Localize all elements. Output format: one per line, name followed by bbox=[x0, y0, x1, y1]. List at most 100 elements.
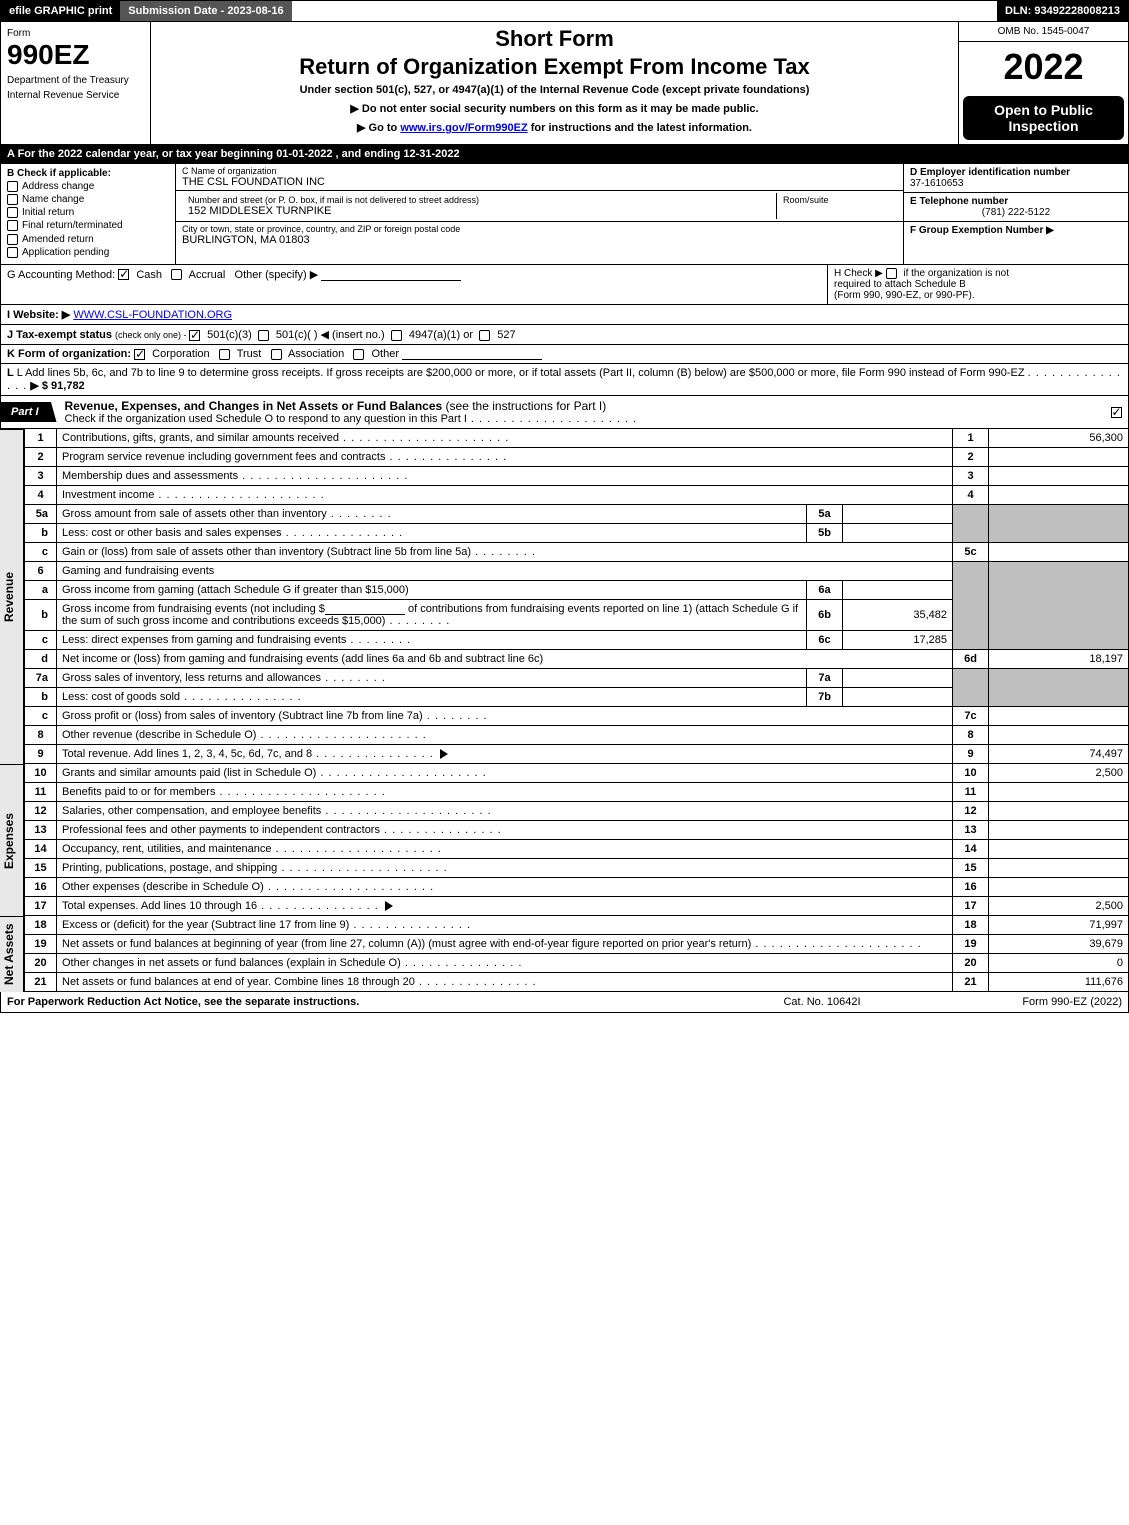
section-c: C Name of organization THE CSL FOUNDATIO… bbox=[176, 164, 903, 264]
line-1: 1Contributions, gifts, grants, and simil… bbox=[25, 429, 1129, 448]
group-exemption-cell: F Group Exemption Number ▶ bbox=[904, 222, 1128, 264]
l16-desc: Other expenses (describe in Schedule O) bbox=[62, 881, 264, 893]
line-8: 8Other revenue (describe in Schedule O)8 bbox=[25, 725, 1129, 744]
street-label: Number and street (or P. O. box, if mail… bbox=[188, 195, 770, 205]
website-link[interactable]: WWW.CSL-FOUNDATION.ORG bbox=[73, 309, 232, 321]
j-4947: 4947(a)(1) or bbox=[409, 329, 473, 341]
chk-amended-return[interactable]: Amended return bbox=[7, 234, 169, 245]
irs-link[interactable]: www.irs.gov/Form990EZ bbox=[400, 122, 527, 134]
l13-desc: Professional fees and other payments to … bbox=[62, 824, 380, 836]
netassets-side-label: Net Assets bbox=[0, 916, 24, 992]
efile-print[interactable]: efile GRAPHIC print bbox=[1, 1, 120, 21]
ssn-note: ▶ Do not enter social security numbers o… bbox=[157, 102, 952, 115]
tax-year: 2022 bbox=[959, 42, 1128, 92]
chk-other-org[interactable] bbox=[353, 349, 364, 360]
dept-treasury: Department of the Treasury bbox=[7, 75, 144, 86]
j-501c3: 501(c)(3) bbox=[207, 329, 252, 341]
chk-accrual[interactable] bbox=[171, 269, 182, 280]
main-title: Return of Organization Exempt From Incom… bbox=[157, 54, 952, 80]
chk-corporation[interactable] bbox=[134, 349, 145, 360]
line-16: 16Other expenses (describe in Schedule O… bbox=[25, 877, 1129, 896]
k-corp: Corporation bbox=[152, 348, 209, 360]
form-header: Form 990EZ Department of the Treasury In… bbox=[0, 22, 1129, 145]
chk-527[interactable] bbox=[479, 330, 490, 341]
omb-number: OMB No. 1545-0047 bbox=[959, 22, 1128, 42]
l-amount: ▶ $ 91,782 bbox=[30, 380, 84, 392]
j-small: (check only one) - bbox=[115, 330, 189, 340]
l7c-desc: Gross profit or (loss) from sales of inv… bbox=[62, 710, 423, 722]
j-501c: 501(c)( ) ◀ (insert no.) bbox=[276, 329, 385, 341]
l6c-val: 17,285 bbox=[843, 630, 953, 649]
l7a-desc: Gross sales of inventory, less returns a… bbox=[62, 672, 321, 684]
ein-cell: D Employer identification number 37-1610… bbox=[904, 164, 1128, 193]
chk-4947[interactable] bbox=[391, 330, 402, 341]
city-label: City or town, state or province, country… bbox=[182, 224, 897, 234]
chk-association[interactable] bbox=[271, 349, 282, 360]
chk-name-change-label: Name change bbox=[22, 194, 84, 205]
h-text2: if the organization is bbox=[901, 268, 996, 279]
chk-address-change[interactable]: Address change bbox=[7, 181, 169, 192]
telephone-value: (781) 222-5122 bbox=[910, 207, 1122, 218]
line-21: 21Net assets or fund balances at end of … bbox=[25, 972, 1129, 991]
l8-desc: Other revenue (describe in Schedule O) bbox=[62, 729, 256, 741]
chk-trust[interactable] bbox=[219, 349, 230, 360]
org-name-value: THE CSL FOUNDATION INC bbox=[182, 176, 897, 188]
j-527: 527 bbox=[497, 329, 515, 341]
k-label: K Form of organization: bbox=[7, 348, 134, 360]
goto-post: for instructions and the latest informat… bbox=[528, 122, 752, 134]
address-row: Number and street (or P. O. box, if mail… bbox=[176, 191, 903, 222]
header-right: OMB No. 1545-0047 2022 Open to Public In… bbox=[958, 22, 1128, 144]
page-footer: For Paperwork Reduction Act Notice, see … bbox=[0, 992, 1129, 1013]
row-g: G Accounting Method: Cash Accrual Other … bbox=[1, 265, 828, 304]
org-name-cell: C Name of organization THE CSL FOUNDATIO… bbox=[176, 164, 903, 191]
l12-desc: Salaries, other compensation, and employ… bbox=[62, 805, 321, 817]
l17-amt: 2,500 bbox=[989, 896, 1129, 915]
h-text4: (Form 990, 990-EZ, or 990-PF). bbox=[834, 290, 975, 301]
k-assoc: Association bbox=[288, 348, 344, 360]
chk-final-return[interactable]: Final return/terminated bbox=[7, 220, 169, 231]
telephone-cell: E Telephone number (781) 222-5122 bbox=[904, 193, 1128, 222]
arrow-icon bbox=[440, 749, 448, 759]
l20-amt: 0 bbox=[989, 953, 1129, 972]
ein-value: 37-1610653 bbox=[910, 178, 1122, 189]
city-cell: City or town, state or province, country… bbox=[176, 222, 903, 248]
header-left: Form 990EZ Department of the Treasury In… bbox=[1, 22, 151, 144]
goto-pre: ▶ Go to bbox=[357, 122, 400, 134]
footer-right-pre: Form bbox=[1022, 996, 1051, 1008]
g-other-blank[interactable] bbox=[321, 269, 461, 281]
group-exemption-label: F Group Exemption Number ▶ bbox=[910, 225, 1122, 236]
chk-501c3[interactable] bbox=[189, 330, 200, 341]
l5b-desc: Less: cost or other basis and sales expe… bbox=[62, 527, 282, 539]
chk-amended-return-label: Amended return bbox=[22, 234, 94, 245]
expenses-side-label: Expenses bbox=[0, 764, 24, 916]
line-15: 15Printing, publications, postage, and s… bbox=[25, 858, 1129, 877]
h-pre: H Check ▶ bbox=[834, 268, 886, 279]
chk-cash[interactable] bbox=[118, 269, 129, 280]
l20-desc: Other changes in net assets or fund bala… bbox=[62, 957, 401, 969]
part-i-checkbox[interactable] bbox=[1108, 406, 1128, 418]
line-9: 9Total revenue. Add lines 1, 2, 3, 4, 5c… bbox=[25, 744, 1129, 763]
l6b-blank[interactable] bbox=[325, 603, 405, 615]
l21-amt: 111,676 bbox=[989, 972, 1129, 991]
k-other-blank[interactable] bbox=[402, 348, 542, 360]
l18-amt: 71,997 bbox=[989, 916, 1129, 935]
line-6d: dNet income or (loss) from gaming and fu… bbox=[25, 649, 1129, 668]
section-d-e-f: D Employer identification number 37-1610… bbox=[903, 164, 1128, 264]
chk-h[interactable] bbox=[886, 268, 897, 279]
l6a-desc: Gross income from gaming (attach Schedul… bbox=[57, 580, 807, 599]
expenses-table: 10Grants and similar amounts paid (list … bbox=[24, 764, 1129, 916]
l3-desc: Membership dues and assessments bbox=[62, 470, 238, 482]
form-number: 990EZ bbox=[7, 39, 144, 71]
l7b-desc: Less: cost of goods sold bbox=[62, 691, 180, 703]
footer-right-post: (2022) bbox=[1087, 996, 1122, 1008]
chk-name-change[interactable]: Name change bbox=[7, 194, 169, 205]
chk-application-pending[interactable]: Application pending bbox=[7, 247, 169, 258]
part-i-header: Part I Revenue, Expenses, and Changes in… bbox=[0, 396, 1129, 429]
row-i: I Website: ▶ WWW.CSL-FOUNDATION.ORG bbox=[0, 305, 1129, 325]
l5c-desc: Gain or (loss) from sale of assets other… bbox=[62, 546, 471, 558]
chk-501c[interactable] bbox=[258, 330, 269, 341]
netassets-table: 18Excess or (deficit) for the year (Subt… bbox=[24, 916, 1129, 992]
l6-desc: Gaming and fundraising events bbox=[57, 561, 953, 580]
chk-initial-return[interactable]: Initial return bbox=[7, 207, 169, 218]
chk-initial-return-label: Initial return bbox=[22, 207, 74, 218]
